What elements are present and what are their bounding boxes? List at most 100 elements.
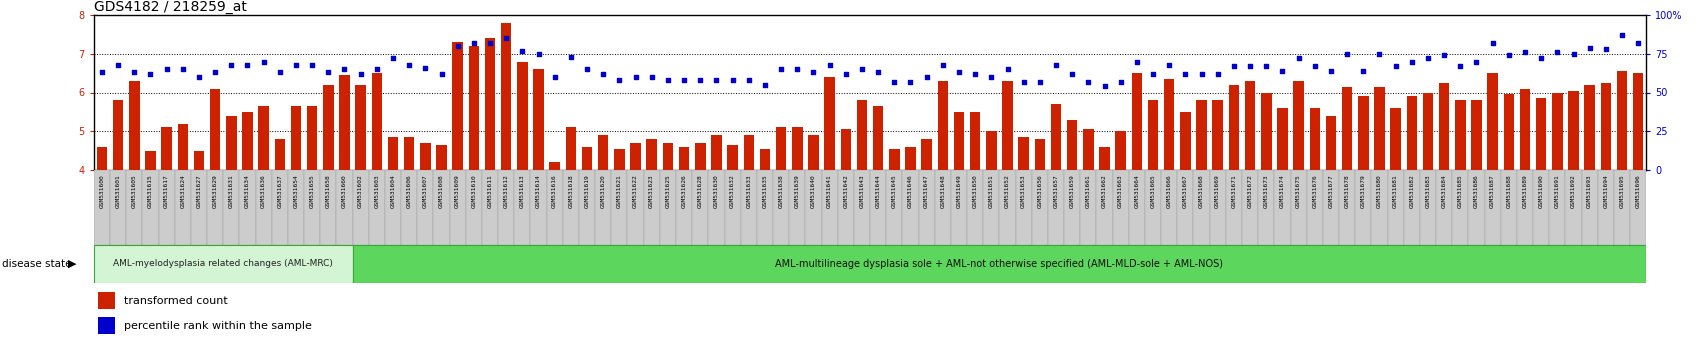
Point — [476, 40, 503, 46]
Bar — [223, 170, 239, 245]
Point — [977, 74, 1004, 80]
Point — [1398, 59, 1425, 64]
Point — [622, 74, 650, 80]
Bar — [1180, 112, 1190, 170]
Text: GSM531692: GSM531692 — [1570, 174, 1575, 207]
Bar — [1144, 170, 1161, 245]
Bar — [921, 139, 931, 170]
Bar — [97, 316, 116, 334]
Bar — [1209, 170, 1226, 245]
Bar — [1502, 95, 1514, 170]
Text: GSM531641: GSM531641 — [827, 174, 832, 207]
Bar — [513, 170, 530, 245]
Bar — [708, 170, 725, 245]
Bar — [1454, 100, 1465, 170]
Bar — [1032, 170, 1047, 245]
Bar — [1451, 170, 1468, 245]
Bar — [517, 62, 527, 170]
Bar — [1047, 170, 1064, 245]
Point — [1333, 51, 1361, 57]
Bar — [1552, 92, 1562, 170]
Bar — [808, 135, 818, 170]
Bar — [776, 127, 786, 170]
Point — [104, 62, 131, 67]
Point — [1089, 84, 1117, 89]
Bar — [1470, 100, 1482, 170]
Text: GSM531661: GSM531661 — [1086, 174, 1089, 207]
Point — [153, 67, 181, 72]
Bar — [1616, 71, 1627, 170]
Bar — [113, 100, 123, 170]
Bar — [321, 170, 336, 245]
Bar — [629, 143, 641, 170]
Text: GSM531610: GSM531610 — [471, 174, 476, 207]
Text: GSM531660: GSM531660 — [341, 174, 346, 207]
Bar — [1176, 170, 1193, 245]
Bar — [162, 127, 172, 170]
Point — [89, 69, 116, 75]
Bar — [1306, 170, 1321, 245]
Bar — [999, 170, 1014, 245]
Bar — [1001, 81, 1013, 170]
Point — [1187, 71, 1214, 77]
Text: GSM531639: GSM531639 — [795, 174, 800, 207]
Text: GSM531621: GSM531621 — [617, 174, 622, 207]
Bar — [1115, 131, 1125, 170]
Point — [251, 59, 278, 64]
Bar — [257, 106, 269, 170]
Point — [767, 67, 795, 72]
Point — [1139, 71, 1166, 77]
Point — [1284, 56, 1311, 61]
Text: GSM531664: GSM531664 — [1134, 174, 1139, 207]
Bar — [917, 170, 934, 245]
Text: GSM531647: GSM531647 — [924, 174, 929, 207]
Bar — [206, 170, 223, 245]
Bar — [1422, 92, 1432, 170]
Bar — [177, 124, 188, 170]
Point — [1154, 62, 1182, 67]
Bar — [711, 135, 721, 170]
Point — [897, 79, 924, 85]
Bar — [1599, 83, 1610, 170]
Bar — [662, 143, 673, 170]
Point — [605, 77, 633, 83]
Bar — [1386, 170, 1403, 245]
Bar — [870, 170, 885, 245]
Text: GSM531628: GSM531628 — [697, 174, 702, 207]
Bar — [94, 245, 353, 283]
Text: GSM531675: GSM531675 — [1296, 174, 1301, 207]
Text: GSM531645: GSM531645 — [892, 174, 897, 207]
Point — [136, 71, 164, 77]
Bar — [759, 149, 769, 170]
Text: GSM531616: GSM531616 — [552, 174, 558, 207]
Bar — [372, 73, 382, 170]
Bar — [885, 170, 902, 245]
Point — [1009, 79, 1037, 85]
Point — [590, 71, 617, 77]
Text: GSM531603: GSM531603 — [373, 174, 379, 207]
Bar — [1079, 170, 1096, 245]
Bar — [1098, 147, 1110, 170]
Text: percentile rank within the sample: percentile rank within the sample — [123, 320, 312, 331]
Bar — [97, 292, 116, 309]
Bar — [1014, 170, 1032, 245]
Point — [962, 71, 989, 77]
Text: GSM531636: GSM531636 — [261, 174, 266, 207]
Text: GSM531659: GSM531659 — [1069, 174, 1074, 207]
Bar — [953, 112, 963, 170]
Text: GSM531668: GSM531668 — [1199, 174, 1204, 207]
Point — [670, 77, 697, 83]
Point — [460, 40, 488, 46]
Text: GSM531625: GSM531625 — [665, 174, 670, 207]
Bar — [967, 170, 982, 245]
Bar — [1390, 108, 1400, 170]
Bar — [1516, 170, 1533, 245]
Text: GSM531654: GSM531654 — [293, 174, 298, 207]
Bar — [1581, 170, 1598, 245]
Point — [266, 69, 293, 75]
Bar — [549, 162, 559, 170]
Text: GSM531689: GSM531689 — [1521, 174, 1526, 207]
Bar — [1195, 100, 1205, 170]
Point — [685, 77, 713, 83]
Bar — [610, 170, 627, 245]
